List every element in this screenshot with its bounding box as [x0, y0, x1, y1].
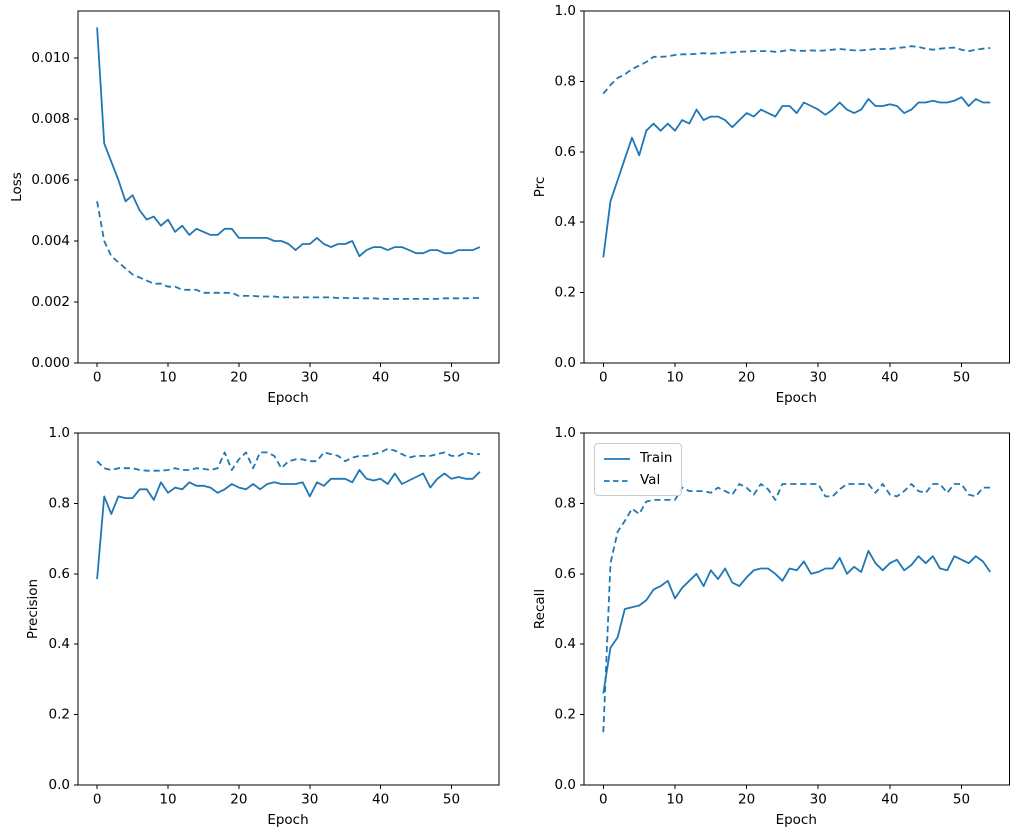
legend-item-train: Train [604, 449, 672, 468]
val-line [95, 447, 480, 472]
y-tick-label: 1.0 [554, 425, 575, 441]
train-line [601, 96, 990, 258]
plot-area-precision: 0 10 20 30 40 50 0.0 0.2 0.4 0.6 0.8 1.0 [48, 425, 499, 808]
y-tick-label: 0.8 [48, 495, 69, 511]
axes-spines [583, 432, 1010, 786]
x-axis-label-epoch: Epoch [775, 390, 817, 406]
x-axis-label-epoch: Epoch [267, 390, 309, 406]
axes-spines [77, 10, 499, 364]
val-line [602, 45, 990, 95]
axes-spines [77, 432, 499, 786]
plot-canvas: 0 10 20 30 40 50 0.0 0.2 0.4 0.6 0.8 1.0 [48, 425, 499, 808]
plot-canvas: 0 10 20 30 40 50 0.0 0.2 0.4 0.6 0.8 1.0 [554, 3, 1010, 386]
train-line [601, 550, 991, 694]
y-tick-label: 0.2 [554, 707, 575, 723]
x-tick-label: 0 [92, 370, 101, 386]
x-tick-label: 20 [230, 370, 247, 386]
y-tick-label: 0.4 [554, 636, 575, 652]
x-tick-label: 20 [230, 792, 247, 808]
y-tick-label: 0.002 [31, 294, 70, 310]
plot-area-prc: 0 10 20 30 40 50 0.0 0.2 0.4 0.6 0.8 1.0 [554, 3, 1010, 386]
y-tick-label: 0.8 [554, 73, 575, 89]
val-line-sample-icon [604, 479, 630, 482]
y-tick-label: 0.0 [554, 777, 575, 793]
x-tick-label: 30 [809, 370, 826, 386]
x-tick-label: 30 [301, 370, 318, 386]
plot-area-loss: 0 10 20 30 40 50 0.000 0.002 0.004 0.006 0.008 0.01… [31, 10, 499, 386]
y-axis-label-prc: Prc [531, 176, 548, 198]
x-tick-label: 50 [952, 370, 969, 386]
legend-item-val: Val [604, 471, 672, 490]
x-tick-label: 20 [738, 792, 755, 808]
x-tick-label: 0 [599, 792, 608, 808]
y-axis-label-loss: Loss [8, 172, 25, 202]
y-tick-label: 0.4 [48, 636, 69, 652]
axes-spines [583, 10, 1010, 364]
y-tick-label: 1.0 [48, 425, 69, 441]
val-line [601, 483, 990, 733]
plot-canvas: 0 10 20 30 40 50 0.000 0.002 0.004 0.006 0.008 0.01… [31, 10, 499, 386]
x-tick-label: 20 [738, 370, 755, 386]
legend-label: Train [640, 450, 673, 466]
y-tick-label: 0.6 [554, 144, 575, 160]
y-tick-label: 0.004 [31, 233, 70, 249]
y-tick-label: 0.6 [48, 566, 69, 582]
x-tick-label: 40 [372, 370, 389, 386]
x-tick-label: 10 [159, 370, 176, 386]
train-line [95, 469, 481, 580]
y-tick-label: 0.4 [554, 214, 575, 230]
y-axis-label-precision: Precision [24, 578, 41, 640]
train-line [95, 27, 480, 258]
x-tick-label: 40 [881, 370, 898, 386]
y-tick-label: 0.0 [554, 355, 575, 371]
x-tick-label: 40 [881, 792, 898, 808]
x-tick-label: 0 [599, 370, 608, 386]
y-tick-label: 1.0 [554, 3, 575, 19]
y-tick-label: 0.010 [31, 50, 70, 66]
y-tick-label: 0.6 [554, 566, 575, 582]
x-tick-label: 50 [442, 370, 459, 386]
x-tick-label: 0 [92, 792, 101, 808]
x-axis-label-epoch: Epoch [267, 812, 309, 828]
plot-area-recall: 0 10 20 30 40 50 0.0 0.2 0.4 0.6 0.8 1.0 [554, 425, 1010, 808]
x-tick-label: 10 [666, 370, 683, 386]
x-tick-label: 50 [952, 792, 969, 808]
legend-recall: Train Val [594, 443, 683, 496]
y-tick-label: 0.008 [31, 111, 70, 127]
y-tick-label: 0.006 [31, 172, 70, 188]
x-tick-label: 30 [809, 792, 826, 808]
x-tick-label: 40 [372, 792, 389, 808]
val-line [95, 201, 480, 300]
y-axis-label-recall: Recall [531, 588, 548, 630]
x-tick-label: 10 [666, 792, 683, 808]
plot-canvas: 0 10 20 30 40 50 0.0 0.2 0.4 0.6 0.8 1.0 [554, 425, 1010, 808]
x-tick-label: 10 [159, 792, 176, 808]
train-line-sample-icon [604, 457, 630, 460]
y-tick-label: 0.2 [554, 285, 575, 301]
x-tick-label: 50 [442, 792, 459, 808]
y-tick-label: 0.000 [31, 355, 70, 371]
y-tick-label: 0.0 [48, 777, 69, 793]
x-tick-label: 30 [301, 792, 318, 808]
legend-label: Val [640, 472, 661, 488]
y-tick-label: 0.2 [48, 707, 69, 723]
x-axis-label-epoch: Epoch [775, 812, 817, 828]
y-tick-label: 0.8 [554, 495, 575, 511]
